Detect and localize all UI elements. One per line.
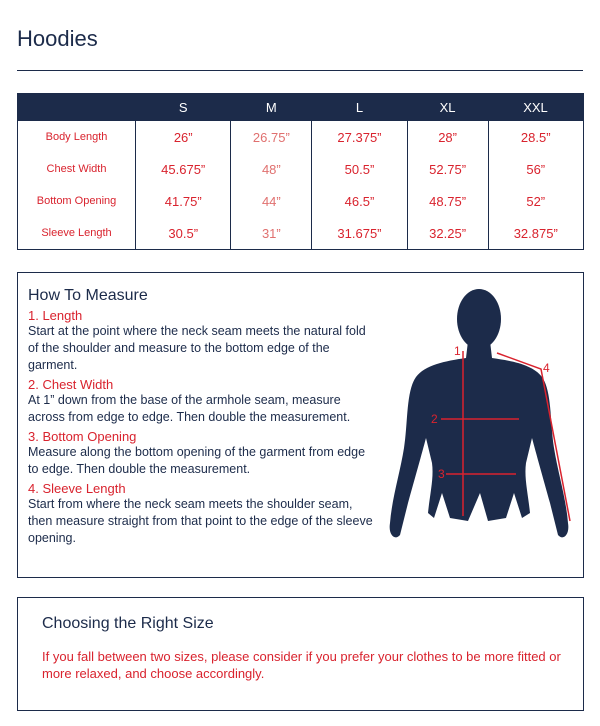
measure-box: How To Measure 1. Length Start at the poi…	[17, 272, 584, 578]
divider	[17, 70, 583, 71]
size-table: S M L XL XXL Body Length 26” 26.75” 27.375” 28” 28…	[17, 93, 584, 250]
table-row: Body Length 26” 26.75” 27.375” 28” 28.5”	[18, 121, 584, 153]
choosing-box: Choosing the Right Size If you fall betw…	[17, 597, 584, 711]
header-row: S M L XL XXL	[17, 93, 584, 121]
figure-label: 1	[454, 344, 461, 358]
item-text: Start from where the neck seam meets the…	[28, 497, 373, 545]
figure-label: 3	[438, 467, 445, 481]
measure-item: 2. Chest Width At 1” down from the base o…	[28, 377, 373, 426]
header-cell	[17, 93, 136, 121]
size-value: 56”	[487, 153, 584, 185]
item-heading: 4. Sleeve Length	[28, 481, 126, 496]
size-value: 52.75”	[406, 153, 488, 185]
row-label: Sleeve Length	[41, 227, 112, 239]
size-value: 45.675”	[134, 153, 231, 185]
size-value: 32.25”	[406, 217, 488, 250]
header-cell: XXL	[488, 93, 584, 121]
size-value: 41.75”	[134, 185, 231, 217]
figure-label: 2	[431, 412, 438, 426]
header-cell: XL	[407, 93, 488, 121]
item-text: Measure along the bottom opening of the …	[28, 445, 366, 476]
item-text: At 1” down from the base of the armhole …	[28, 393, 351, 424]
table-row: Sleeve Length 30.5” 31” 31.675” 32.25” 32.875…	[18, 217, 584, 250]
measure-text: How To Measure 1. Length Start at the poi…	[28, 287, 373, 547]
item-heading: 2. Chest Width	[28, 377, 114, 392]
item-heading: 3. Bottom Opening	[28, 429, 137, 444]
size-value: 52”	[487, 185, 584, 217]
page-title: Hoodies	[17, 26, 98, 51]
choosing-text: If you fall between two sizes, please co…	[42, 649, 561, 681]
header-cell: L	[311, 93, 408, 121]
size-value: 31”	[230, 217, 312, 250]
silhouette	[389, 289, 569, 538]
figure-label: 4	[543, 361, 550, 375]
table-row: Chest Width 45.675” 48” 50.5” 52.75” 56”	[18, 153, 584, 185]
measure-item: 1. Length Start at the point where the ne…	[28, 308, 373, 374]
size-value: 50.5”	[311, 153, 408, 185]
row-label: Bottom Opening	[36, 195, 117, 207]
size-value: 44”	[230, 185, 312, 217]
header-cell: S	[135, 93, 231, 121]
size-value: 26”	[134, 121, 231, 153]
size-value: 31.675”	[311, 217, 408, 250]
measure-item: 3. Bottom Opening Measure along the botto…	[28, 429, 373, 478]
measure-item: 4. Sleeve Length Start from where the nec…	[28, 481, 373, 547]
size-value: 46.5”	[311, 185, 408, 217]
choosing-title: Choosing the Right Size	[42, 615, 214, 632]
measure-lines	[441, 351, 571, 522]
size-value: 28”	[406, 121, 488, 153]
header-cell: M	[230, 93, 312, 121]
size-value: 30.5”	[134, 217, 231, 250]
table-row: Bottom Opening 41.75” 44” 46.5” 48.75” 52”	[18, 185, 584, 217]
size-value: 27.375”	[311, 121, 408, 153]
row-label: Body Length	[45, 131, 108, 143]
item-text: Start at the point where the neck seam m…	[28, 324, 366, 372]
row-label: Chest Width	[46, 163, 107, 175]
size-value: 48”	[230, 153, 312, 185]
size-value: 32.875”	[487, 217, 584, 250]
size-value: 26.75”	[230, 121, 312, 153]
item-heading: 1. Length	[28, 308, 83, 323]
size-value: 28.5”	[487, 121, 584, 153]
size-value: 48.75”	[406, 185, 488, 217]
measure-title: How To Measure	[28, 287, 148, 304]
figure: 1 2 3 4	[389, 289, 571, 538]
